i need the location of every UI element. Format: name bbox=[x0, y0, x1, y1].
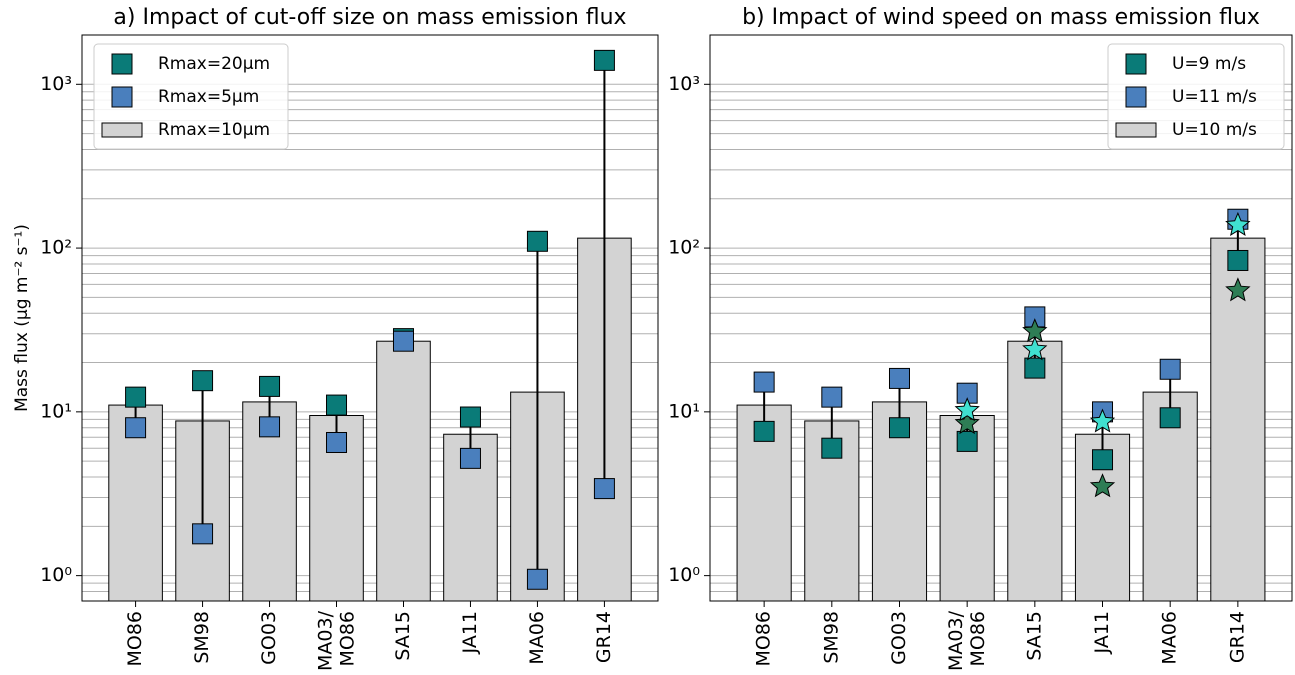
bar bbox=[1007, 340, 1063, 602]
square-marker bbox=[526, 568, 548, 590]
star-marker bbox=[954, 410, 980, 435]
square-marker bbox=[1159, 358, 1181, 380]
star-marker bbox=[954, 397, 980, 422]
square-marker bbox=[259, 375, 281, 397]
bar bbox=[1210, 237, 1266, 602]
x-tick-label: GO03 bbox=[258, 611, 280, 665]
x-tick-label: GR14 bbox=[1226, 611, 1248, 663]
x-tick-label: MA03/MO86 bbox=[314, 610, 358, 671]
x-tick-label: GR14 bbox=[593, 611, 615, 663]
square-marker bbox=[821, 386, 843, 408]
square-marker bbox=[459, 406, 481, 428]
legend-label: Rmax=10μm bbox=[158, 120, 270, 140]
square-marker bbox=[259, 416, 281, 438]
square-marker bbox=[1092, 449, 1114, 471]
square-marker bbox=[1024, 357, 1046, 379]
square-marker bbox=[125, 386, 147, 408]
y-tick-label: 10⁰ bbox=[40, 564, 72, 586]
legend-label: U=9 m/s bbox=[1172, 54, 1246, 74]
x-tick-label: MA06 bbox=[1159, 611, 1181, 665]
x-tick-label: SM98 bbox=[820, 611, 842, 664]
star-marker bbox=[1022, 336, 1048, 361]
x-tick-label: JA11 bbox=[459, 611, 481, 654]
y-tick-label: 10² bbox=[668, 237, 700, 259]
x-tick-label: JA11 bbox=[1091, 611, 1113, 654]
x-tick-label: SM98 bbox=[191, 611, 213, 664]
legend-swatch bbox=[111, 86, 133, 108]
x-tick-label: MO86 bbox=[124, 611, 146, 667]
square-marker bbox=[192, 523, 214, 545]
legend-label: U=11 m/s bbox=[1172, 87, 1257, 107]
y-tick-label: 10¹ bbox=[40, 400, 72, 422]
legend-label: Rmax=20μm bbox=[158, 54, 270, 74]
square-marker bbox=[593, 49, 615, 71]
chart-title: a) Impact of cut-off size on mass emissi… bbox=[113, 5, 626, 30]
chart-title: b) Impact of wind speed on mass emission… bbox=[742, 5, 1260, 30]
x-tick-label: MA06 bbox=[526, 611, 548, 665]
star-marker bbox=[1225, 211, 1251, 236]
square-marker bbox=[392, 330, 414, 352]
square-marker bbox=[1159, 407, 1181, 429]
star-marker bbox=[1089, 408, 1116, 433]
square-marker bbox=[326, 394, 348, 416]
x-tick-label: MA03/MO86 bbox=[945, 610, 989, 671]
square-marker bbox=[888, 417, 910, 439]
legend-label: Rmax=5μm bbox=[158, 87, 259, 107]
y-tick-label: 10² bbox=[40, 237, 72, 259]
axes-frame bbox=[81, 34, 659, 602]
square-marker bbox=[753, 420, 775, 442]
legend-swatch bbox=[1115, 122, 1157, 138]
legend-label: U=10 m/s bbox=[1172, 120, 1257, 140]
x-tick-label: SA15 bbox=[392, 611, 414, 661]
y-axis-label: Mass flux (μg m⁻² s⁻¹) bbox=[12, 224, 32, 412]
square-marker bbox=[888, 367, 910, 389]
square-marker bbox=[593, 478, 615, 500]
y-tick-label: 10³ bbox=[40, 73, 72, 95]
square-marker bbox=[956, 430, 978, 452]
legend-swatch bbox=[111, 53, 133, 75]
square-marker bbox=[753, 371, 775, 393]
legend-swatch bbox=[101, 122, 143, 138]
bar bbox=[376, 340, 431, 602]
axes-frame bbox=[709, 34, 1293, 602]
square-marker bbox=[1227, 249, 1249, 271]
square-marker bbox=[125, 417, 147, 439]
star-marker bbox=[1089, 473, 1116, 498]
square-marker bbox=[192, 370, 214, 392]
x-tick-label: SA15 bbox=[1023, 611, 1045, 661]
y-tick-label: 10¹ bbox=[668, 400, 700, 422]
star-marker bbox=[1225, 277, 1251, 302]
square-marker bbox=[821, 437, 843, 459]
square-marker bbox=[459, 447, 481, 469]
x-tick-label: GO03 bbox=[888, 611, 910, 665]
y-tick-label: 10³ bbox=[668, 73, 700, 95]
square-marker bbox=[326, 431, 348, 453]
x-tick-label: MO86 bbox=[753, 611, 775, 667]
y-tick-label: 10⁰ bbox=[668, 564, 700, 586]
square-marker bbox=[526, 230, 548, 252]
legend-swatch bbox=[1125, 53, 1147, 75]
legend-swatch bbox=[1125, 86, 1147, 108]
